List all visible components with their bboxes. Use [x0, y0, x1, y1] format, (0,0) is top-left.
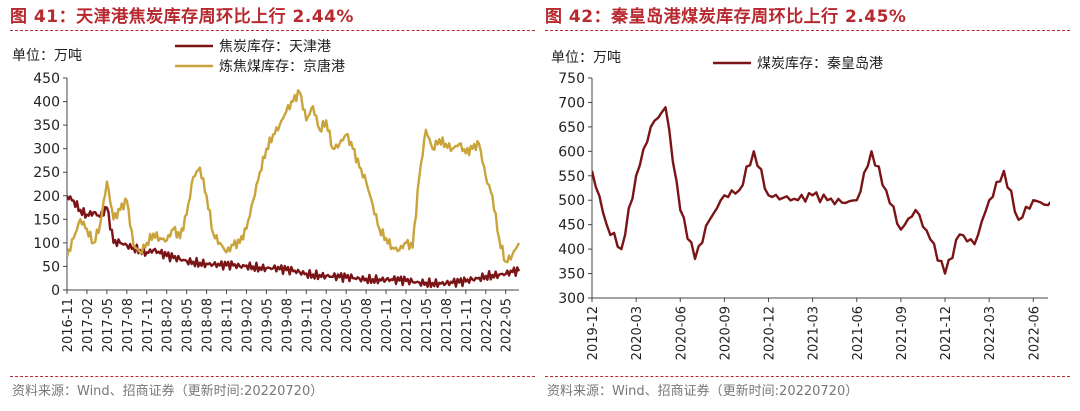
- x-tick-label: 2019-12: [586, 306, 601, 360]
- x-tick-label: 2022-06: [1027, 306, 1042, 360]
- series-line: [67, 89, 521, 264]
- x-tick-label: 2018-02: [161, 298, 176, 352]
- y-tick-label: 650: [558, 120, 585, 136]
- y-tick-label: 550: [558, 169, 585, 185]
- x-tick-label: 2021-11: [460, 298, 475, 352]
- y-tick-label: 200: [33, 189, 60, 205]
- x-tick-label: 2019-02: [240, 298, 255, 352]
- x-tick-label: 2019-05: [260, 298, 275, 352]
- y-tick-label: 150: [33, 212, 60, 228]
- source-note: 资料来源：Wind、招商证券（更新时间:20220720）: [547, 384, 859, 399]
- series-line: [592, 106, 1050, 275]
- x-tick-label: 2021-02: [400, 298, 415, 352]
- y-tick-label: 500: [558, 193, 585, 209]
- x-tick-label: 2020-11: [380, 298, 395, 352]
- x-tick-label: 2017-11: [141, 298, 156, 352]
- chart-panel-qinhuangdao: 图 42：秦皇岛港煤炭库存周环比上行 2.45% 单位：万吨 300 350 400 4…: [545, 0, 1070, 411]
- x-tick-label: 2021-06: [851, 306, 866, 360]
- chart-right: 单位：万吨 300 350 400 450 500 550 600 650 700 750 2019-…: [551, 50, 1050, 360]
- x-tick-label: 2017-05: [101, 298, 116, 352]
- x-tick-label: 2017-08: [121, 298, 136, 352]
- y-tick-label: 400: [558, 242, 585, 258]
- chart-title: 图 42：秦皇岛港煤炭库存周环比上行 2.45%: [545, 7, 907, 27]
- x-tick-label: 2020-02: [320, 298, 335, 352]
- x-tick-label: 2020-03: [630, 306, 645, 360]
- x-tick-label: 2018-08: [201, 298, 216, 352]
- title-divider: [545, 30, 1070, 31]
- y-tick-label: 100: [33, 236, 60, 252]
- chart-left: 单位：万吨 0 50 100 150 200 250 300 350 400 450 2016-11 2…: [12, 39, 521, 352]
- legend-label: 焦炭库存：天津港: [219, 39, 331, 55]
- x-tick-label: 2019-08: [280, 298, 295, 352]
- legend-label: 煤炭库存：秦皇岛港: [757, 56, 883, 72]
- x-tick-label: 2021-08: [440, 298, 455, 352]
- unit-label: 单位：万吨: [12, 48, 82, 64]
- title-divider: [10, 30, 535, 31]
- y-tick-label: 700: [558, 95, 585, 111]
- chart-title: 图 41：天津港焦炭库存周环比上行 2.44%: [10, 7, 354, 27]
- x-tick-label: 2021-12: [939, 306, 954, 360]
- y-tick-label: 450: [558, 218, 585, 234]
- y-tick-label: 350: [33, 118, 60, 134]
- x-tick-label: 2020-08: [360, 298, 375, 352]
- y-tick-label: 250: [33, 165, 60, 181]
- y-tick-label: 300: [33, 142, 60, 158]
- y-tick-label: 450: [33, 71, 60, 87]
- y-tick-label: 600: [558, 144, 585, 160]
- x-tick-label: 2017-02: [81, 298, 96, 352]
- source-note: 资料来源：Wind、招商证券（更新时间:20220720）: [12, 384, 324, 399]
- x-tick-label: 2022-05: [500, 298, 515, 352]
- y-tick-label: 350: [558, 267, 585, 283]
- x-tick-label: 2016-11: [61, 298, 76, 352]
- x-tick-label: 2019-11: [300, 298, 315, 352]
- x-tick-label: 2021-09: [895, 306, 910, 360]
- x-tick-label: 2020-09: [718, 306, 733, 360]
- x-tick-label: 2022-02: [480, 298, 495, 352]
- y-tick-label: 300: [558, 291, 585, 307]
- x-tick-label: 2020-06: [674, 306, 689, 360]
- x-tick-label: 2020-12: [763, 306, 778, 360]
- source-divider: [10, 376, 535, 377]
- chart-panel-tianjin: 图 41：天津港焦炭库存周环比上行 2.44% 单位：万吨 0 50 100 150 20…: [10, 0, 535, 411]
- x-tick-label: 2020-05: [340, 298, 355, 352]
- y-tick-label: 0: [51, 283, 60, 299]
- x-tick-label: 2021-05: [420, 298, 435, 352]
- y-tick-label: 750: [558, 71, 585, 87]
- x-tick-label: 2022-03: [983, 306, 998, 360]
- y-tick-label: 50: [42, 259, 60, 275]
- series-line: [67, 195, 521, 289]
- legend-label: 炼焦煤库存：京唐港: [219, 58, 345, 75]
- x-tick-label: 2018-11: [221, 298, 236, 352]
- x-tick-label: 2018-05: [181, 298, 196, 352]
- x-tick-label: 2021-03: [807, 306, 822, 360]
- y-tick-label: 400: [33, 95, 60, 111]
- source-divider: [545, 376, 1070, 377]
- unit-label: 单位：万吨: [551, 50, 621, 66]
